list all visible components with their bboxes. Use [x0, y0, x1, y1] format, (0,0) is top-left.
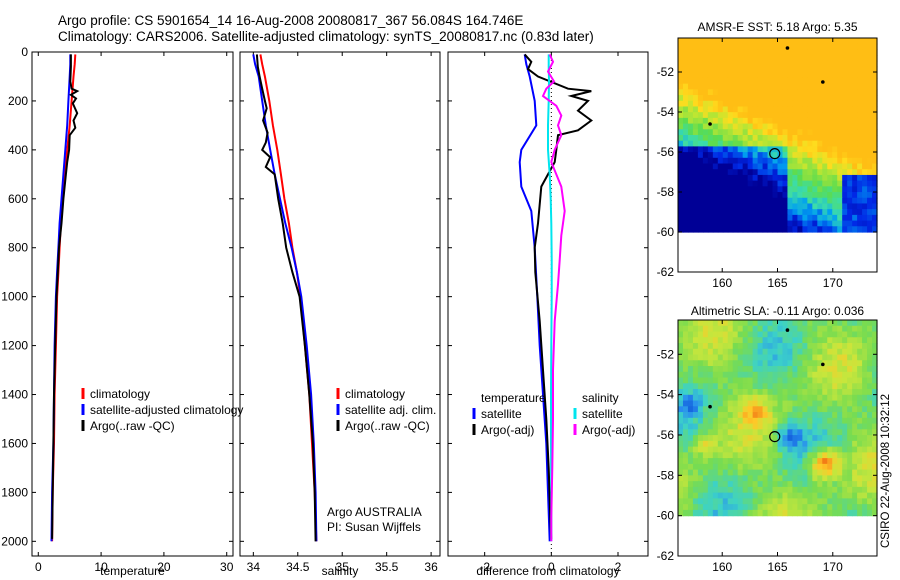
y-tick-label: 200: [8, 94, 28, 108]
x-tick-label: 2: [615, 560, 622, 574]
island-marker: [708, 122, 712, 126]
y-tick-label: -56: [657, 145, 675, 159]
legend-label: satellite: [481, 407, 522, 421]
island-marker: [785, 46, 790, 50]
legend-label: satellite-adjusted climatology: [90, 403, 243, 417]
x-tick-label: 165: [767, 276, 787, 290]
legend-label: satellite: [582, 407, 623, 421]
x-tick-label: 0: [35, 560, 42, 574]
y-tick-label: 0: [21, 45, 28, 59]
legend-label: Argo(-adj): [481, 423, 534, 437]
map-panel-sla: Altimetric SLA: -0.11 Argo: 0.036 -52 -54 -…: [657, 304, 878, 574]
y-tick-label: -60: [657, 225, 675, 239]
y-tick-label: -58: [657, 468, 675, 482]
legend-label: climatology: [90, 387, 150, 401]
x-tick-label: 170: [823, 560, 843, 574]
y-tick-label: 1800: [1, 485, 28, 499]
x-tick-label: 36: [424, 560, 438, 574]
x-tick-label: 0: [548, 560, 555, 574]
x-tick-label: 170: [823, 276, 843, 290]
profile-panel-salinity: 34 34.5 35 35.5 36 salinity climatology satelli…: [239, 51, 441, 578]
series-line-salinity-2: [255, 54, 317, 542]
x-tick-label: 20: [157, 560, 171, 574]
island-marker: [708, 404, 712, 409]
axes-frame: [447, 51, 649, 557]
map-title: Altimetric SLA: -0.11 Argo: 0.036: [691, 304, 865, 318]
y-tick-label: 1200: [1, 339, 28, 353]
panel-annotation: PI: Susan Wijffels: [327, 520, 421, 534]
legend-label: climatology: [345, 387, 405, 401]
y-tick-label: 2000: [1, 534, 28, 548]
y-tick-label: -56: [657, 428, 675, 442]
axes-frame: [239, 51, 441, 557]
island-marker: [785, 328, 790, 332]
y-tick-label: -54: [657, 388, 675, 402]
y-tick-label: -62: [657, 265, 675, 279]
series-line-difference-2: [547, 54, 553, 542]
x-tick-label: 35.5: [375, 560, 399, 574]
y-tick-label: 1600: [1, 436, 28, 450]
y-tick-label: 1400: [1, 388, 28, 402]
x-tick-label: 34.5: [286, 560, 310, 574]
legend-label: Argo(-adj): [582, 423, 635, 437]
x-tick-label: 34: [247, 560, 261, 574]
x-axis-label: temperature: [100, 564, 165, 578]
x-tick-label: 165: [767, 560, 787, 574]
y-tick-label: 1000: [1, 290, 28, 304]
x-tick-label: 30: [220, 560, 234, 574]
series-line-difference-0: [518, 54, 551, 542]
legend-title-temperature: temperature: [481, 391, 546, 405]
series-line-salinity-0: [259, 54, 318, 542]
figure-title-line-1: Argo profile: CS 5901654_14 16-Aug-2008 …: [58, 13, 524, 28]
y-tick-label: -52: [657, 65, 675, 79]
x-axis-label: difference from climatology: [476, 564, 619, 578]
x-tick-label: 10: [94, 560, 108, 574]
y-tick-label: 800: [8, 241, 28, 255]
profile-panel-temperature: 0 200 400 600 800 1000 1200 1400 1600 1800 2000 0 10…: [1, 45, 243, 578]
x-axis-label: salinity: [322, 564, 359, 578]
y-tick-label: -58: [657, 185, 675, 199]
heatmap-field: [678, 320, 878, 517]
x-tick-label: 160: [712, 276, 732, 290]
y-tick-label: -60: [657, 509, 675, 523]
y-tick-label: 400: [8, 143, 28, 157]
profile-location-marker: [769, 148, 781, 160]
map-panel-sst: AMSR-E SST: 5.18 Argo: 5.35 -52 -54 -56 -58 -…: [657, 20, 878, 290]
y-tick-label: -62: [657, 549, 675, 563]
y-tick-label: -54: [657, 105, 675, 119]
profile-location-marker: [769, 430, 781, 443]
series-line-difference-3: [541, 53, 566, 542]
x-tick-label: 35: [336, 560, 350, 574]
y-tick-label: 600: [8, 192, 28, 206]
legend-label: Argo(..raw -QC): [90, 419, 175, 433]
island-marker: [821, 80, 825, 84]
legend-label: satellite adj. clim.: [345, 403, 436, 417]
figure-title-line-2: Climatology: CARS2006. Satellite-adjuste…: [58, 29, 594, 44]
island-marker: [821, 362, 825, 367]
panel-annotation: Argo AUSTRALIA: [327, 505, 422, 519]
axes-frame: [31, 51, 234, 557]
y-tick-label: -52: [657, 347, 675, 361]
map-title: AMSR-E SST: 5.18 Argo: 5.35: [697, 20, 857, 34]
x-tick-label: 160: [712, 560, 732, 574]
x-tick-label: -2: [479, 560, 490, 574]
legend-label: Argo(..raw -QC): [345, 419, 430, 433]
series-line-salinity-1: [252, 54, 318, 542]
legend-title-salinity: salinity: [582, 391, 619, 405]
series-line-temperature-2: [51, 54, 80, 539]
heatmap-field: [678, 38, 878, 233]
